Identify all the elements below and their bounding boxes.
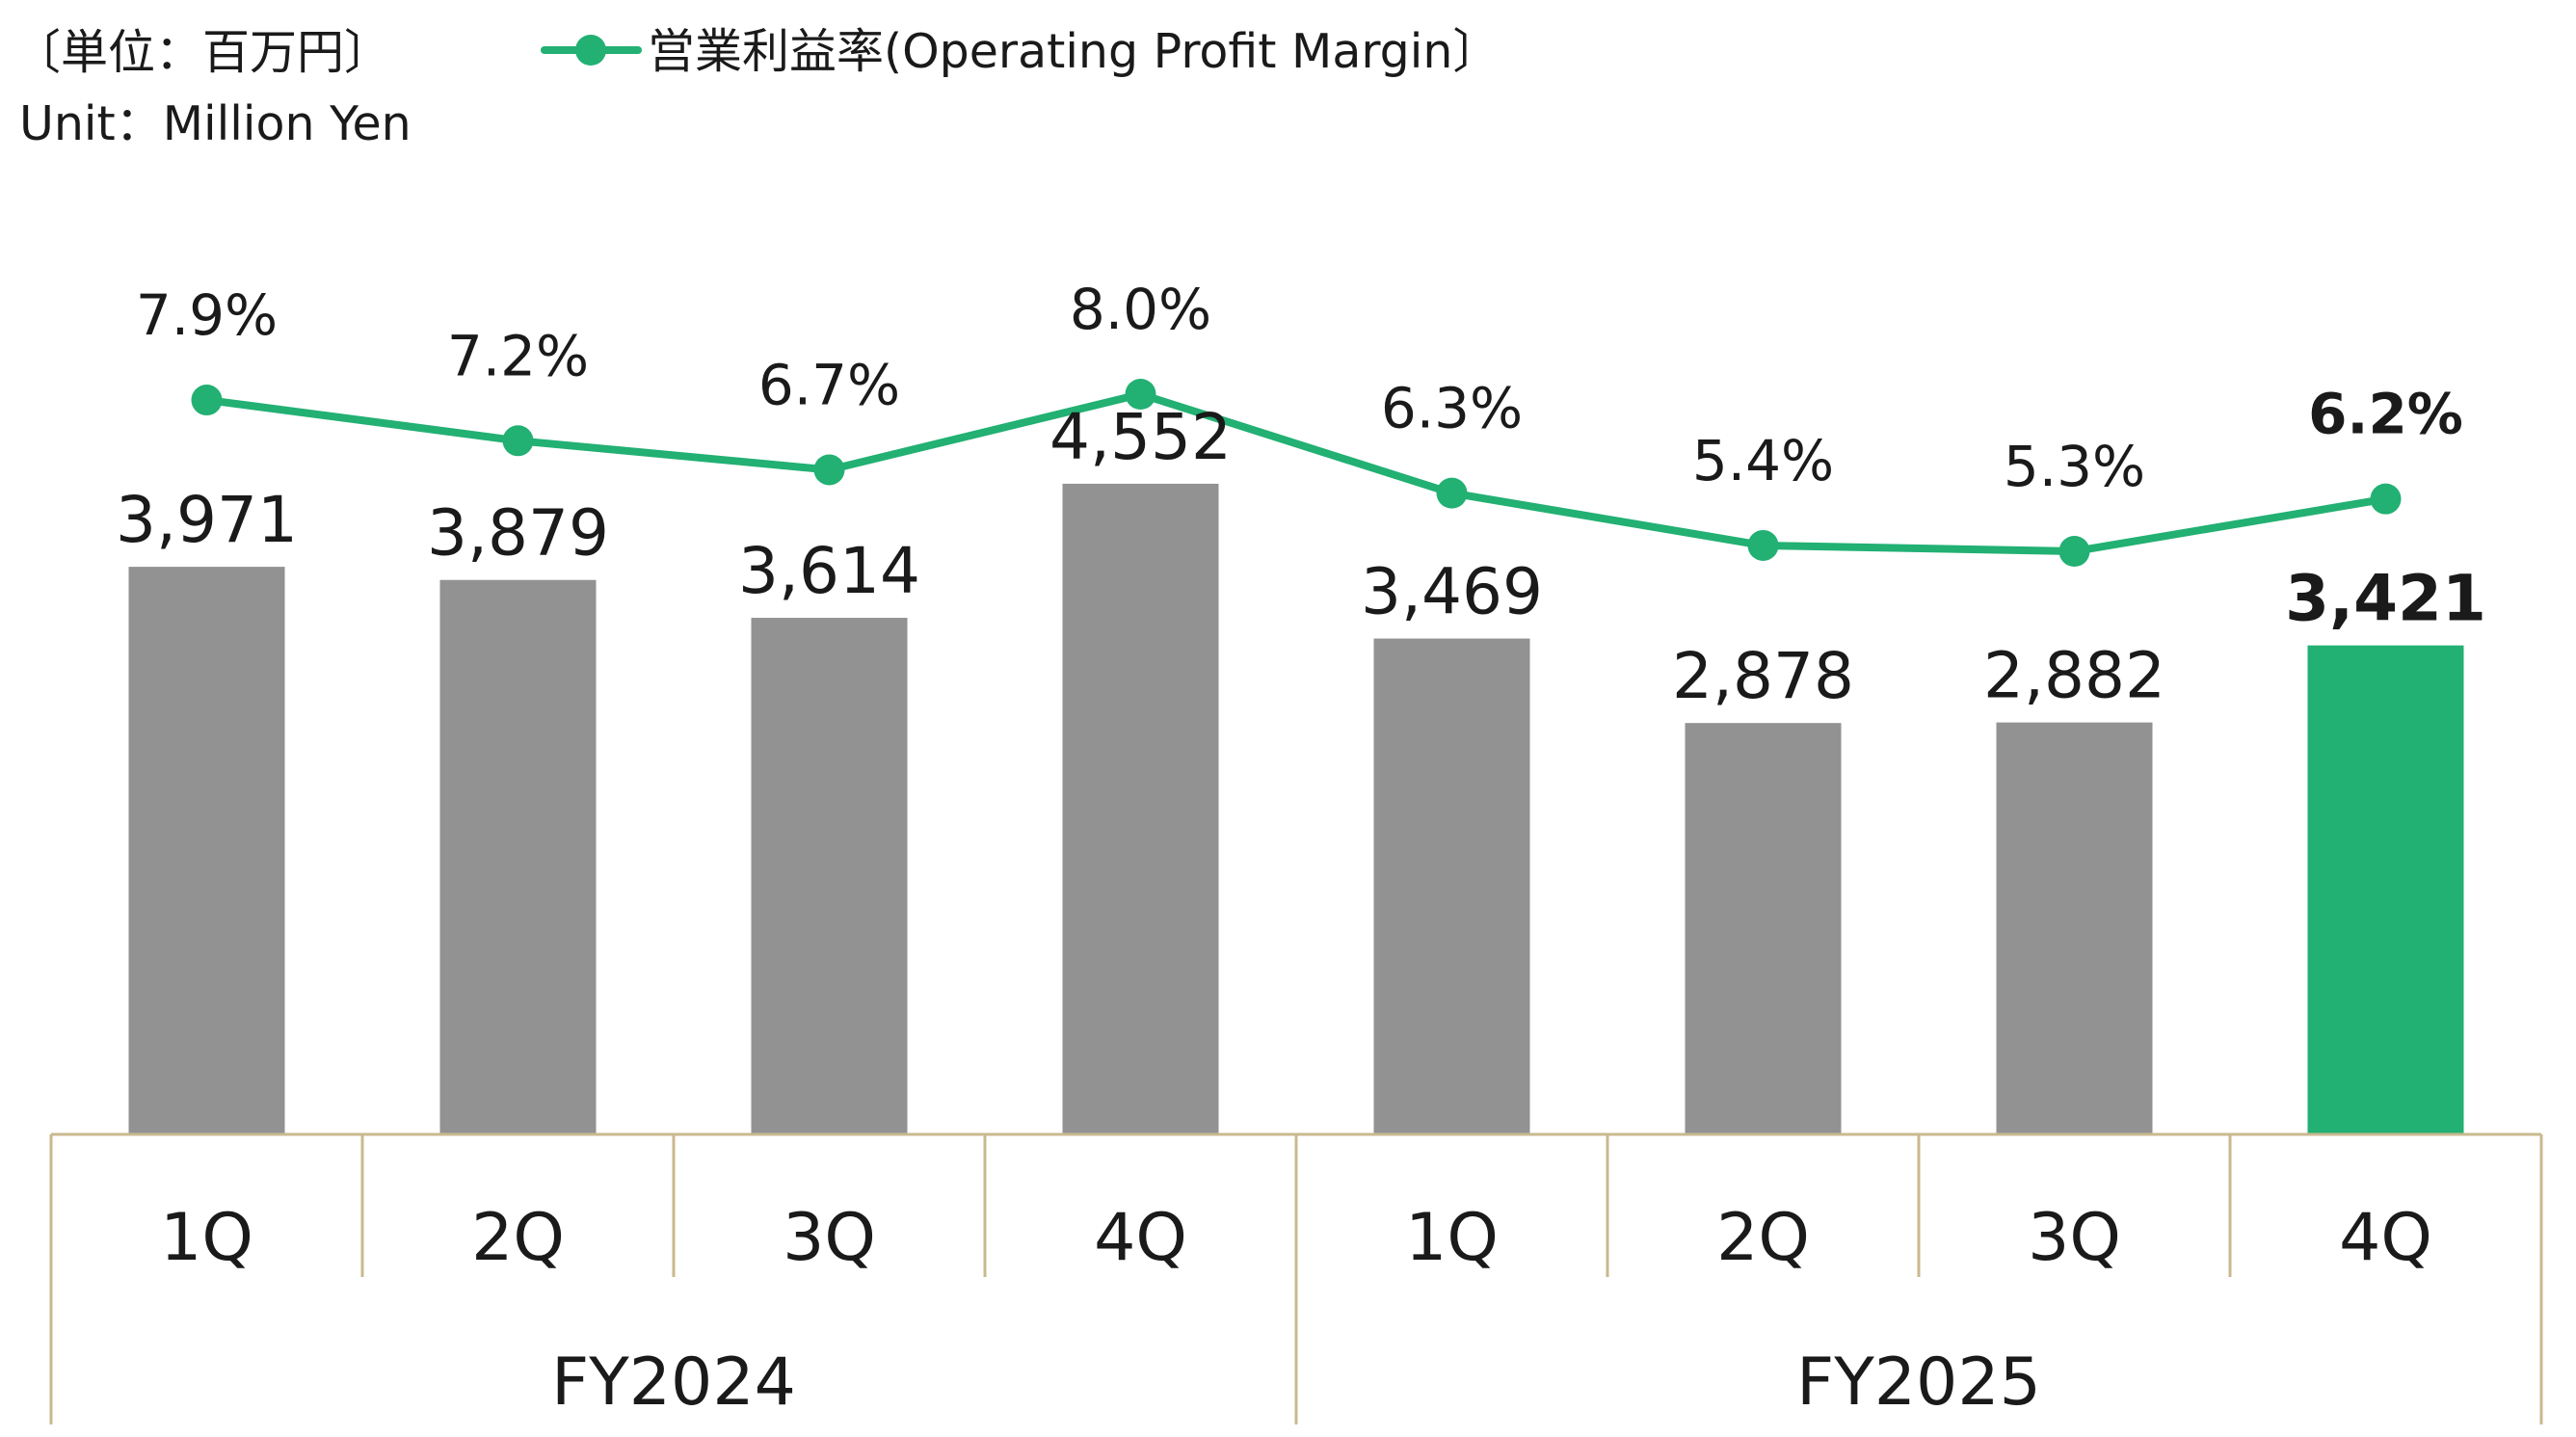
legend: 営業利益率(Operating Profit Margin〕 xyxy=(541,24,1500,79)
bar-3 xyxy=(751,618,908,1134)
bar-8 xyxy=(2307,645,2464,1134)
category-axis: 1Q 2Q 3Q 4Q 1Q 2Q 3Q 4Q FY2024 FY2025 xyxy=(49,1132,2543,1424)
bar-value-label-1: 3,971 xyxy=(116,483,298,557)
bar-5 xyxy=(1373,638,1530,1134)
margin-value-label-1: 7.9% xyxy=(136,282,278,348)
margin-value-label-8: 6.2% xyxy=(2308,382,2463,447)
bar-2 xyxy=(439,579,597,1134)
margin-point-2 xyxy=(502,425,534,457)
group-label-1: FY2024 xyxy=(551,1344,796,1421)
bar-value-label-3: 3,614 xyxy=(738,534,920,608)
bar-7 xyxy=(1996,722,2153,1134)
margin-value-label-4: 8.0% xyxy=(1070,277,1211,342)
bar-1 xyxy=(128,567,285,1134)
margin-value-label-5: 6.3% xyxy=(1381,376,1523,441)
bars-layer xyxy=(128,483,2464,1135)
margin-point-3 xyxy=(813,454,845,486)
category-label-5: 1Q xyxy=(1405,1200,1499,1276)
margin-point-5 xyxy=(1436,477,1468,509)
category-label-2: 2Q xyxy=(471,1200,565,1276)
bar-value-label-4: 4,552 xyxy=(1049,400,1232,474)
margin-value-label-3: 6.7% xyxy=(758,352,900,417)
labels-layer: 3,971 3,879 3,614 4,552 3,469 2,878 2,882 3,421… xyxy=(116,277,2486,713)
group-label-2: FY2025 xyxy=(1796,1344,2041,1421)
margin-point-1 xyxy=(191,385,223,416)
margin-value-label-7: 5.3% xyxy=(2004,434,2145,499)
bar-value-label-2: 3,879 xyxy=(427,496,609,571)
category-label-4: 4Q xyxy=(1094,1200,1187,1276)
legend-marker-swatch xyxy=(575,35,606,66)
category-label-6: 2Q xyxy=(1716,1200,1810,1276)
margin-line-layer xyxy=(191,379,2402,567)
legend-label: 営業利益率(Operating Profit Margin〕 xyxy=(648,24,1500,79)
bar-6 xyxy=(1685,723,1842,1134)
margin-point-6 xyxy=(1747,529,1779,561)
bar-value-label-7: 2,882 xyxy=(1983,639,2165,713)
margin-value-label-6: 5.4% xyxy=(1692,428,1834,493)
bar-value-label-8: 3,421 xyxy=(2285,562,2486,636)
category-label-3: 3Q xyxy=(783,1200,876,1276)
margin-line xyxy=(205,390,2387,555)
category-label-7: 3Q xyxy=(2028,1200,2121,1276)
category-label-1: 1Q xyxy=(160,1200,253,1276)
category-label-8: 4Q xyxy=(2339,1200,2432,1276)
bar-value-label-6: 2,878 xyxy=(1672,639,1854,713)
bar-value-label-5: 3,469 xyxy=(1361,555,1543,629)
margin-point-8 xyxy=(2370,483,2402,515)
unit-label-jp: 〔単位：百万円〕 xyxy=(13,25,391,80)
bar-4 xyxy=(1062,483,1219,1135)
unit-label-en: Unit：Million Yen xyxy=(19,96,412,151)
margin-point-4 xyxy=(1125,379,1156,410)
margin-point-7 xyxy=(2058,536,2090,567)
margin-value-label-2: 7.2% xyxy=(447,323,589,388)
